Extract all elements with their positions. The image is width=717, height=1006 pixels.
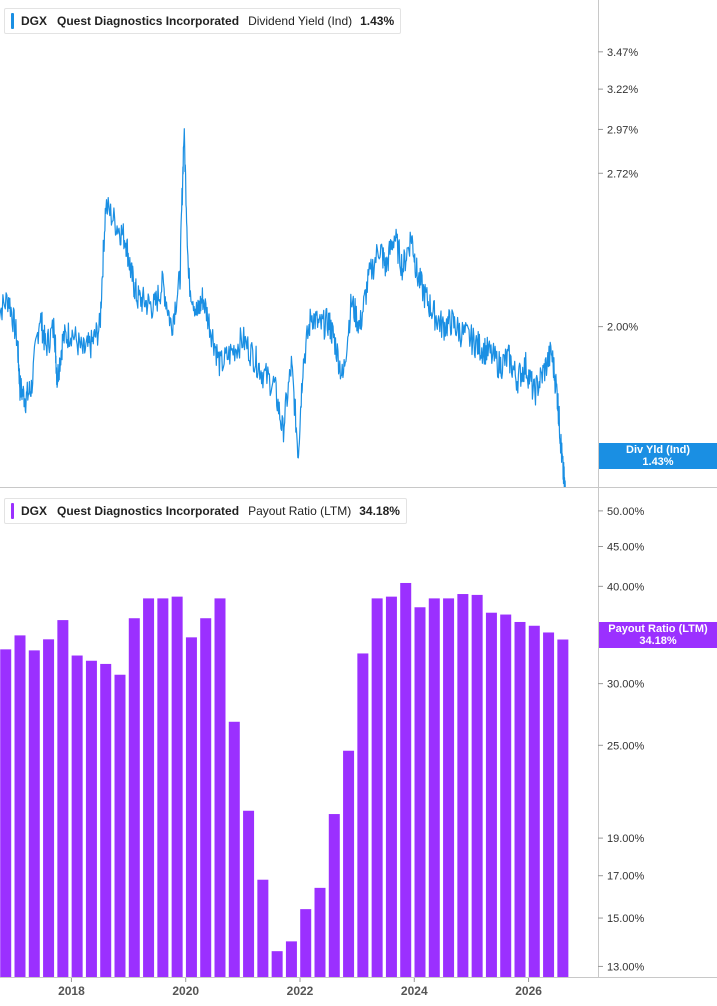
payout-ratio-legend[interactable]: DGX Quest Diagnostics Incorporated Payou… [4,498,407,524]
payout-ratio-bar [372,598,383,977]
metric-value: 1.43% [360,14,394,28]
x-tick-label: 2024 [401,984,428,998]
payout-ratio-bar [500,615,511,977]
payout-ratio-bar [186,637,197,977]
payout-ratio-value-flag: Payout Ratio (LTM) 34.18% [599,622,717,648]
dividend-yield-line [0,129,566,487]
payout-ratio-bar [115,675,126,977]
payout-ratio-bar [429,598,440,977]
y-tick-label: 40.00% [607,581,645,593]
payout-ratio-bar [243,811,254,977]
dividend-yield-chart: 3.47% 3.22% 2.97% 2.72% 2.00% [0,0,717,487]
payout-ratio-bar [329,814,340,977]
payout-ratio-bar [172,597,183,977]
payout-ratio-bar [229,722,240,977]
payout-ratio-bar [200,618,211,977]
flag-label: Payout Ratio (LTM) [599,623,717,635]
payout-ratio-bar [529,626,540,977]
payout-ratio-bar [357,653,368,977]
payout-ratio-bar [15,635,26,977]
flag-value: 1.43% [599,456,717,468]
metric-name: Dividend Yield (Ind) [248,14,352,28]
y-tick-label: 15.00% [607,913,645,925]
payout-ratio-bar [72,656,83,977]
y-tick-label: 2.72% [607,168,638,180]
payout-ratio-bar [315,888,326,977]
dividend-yield-legend[interactable]: DGX Quest Diagnostics Incorporated Divid… [4,8,401,34]
time-axis-svg: 2018 2020 2022 2024 2026 [0,978,717,1006]
payout-ratio-panel: 50.00% 45.00% 40.00% 30.00% 25.00% 19.00% 17.0… [0,487,717,978]
payout-ratio-bar [457,594,468,977]
payout-ratio-bar [272,951,283,977]
y-tick-label: 17.00% [607,871,645,883]
x-tick-label: 2022 [287,984,314,998]
payout-ratio-bar [543,632,554,977]
payout-ratio-bar [343,751,354,977]
payout-ratio-bar [557,640,568,977]
payout-ratio-bar [443,598,454,977]
ticker-label: DGX [21,504,47,518]
company-name: Quest Diagnostics Incorporated [57,14,239,28]
payout-ratio-bar [0,649,11,977]
payout-ratio-bar [129,618,140,977]
payout-ratio-bar [257,880,268,977]
payout-ratio-bar [400,583,411,977]
payout-ratio-bar [157,598,168,977]
y-tick-label: 2.97% [607,124,638,136]
metric-value: 34.18% [359,504,400,518]
x-tick-label: 2018 [58,984,85,998]
dividend-yield-panel: 3.47% 3.22% 2.97% 2.72% 2.00% DGX Quest Diag… [0,0,717,487]
payout-ratio-bar [386,597,397,977]
x-tick-label: 2020 [172,984,199,998]
payout-ratio-bar [286,941,297,977]
y-tick-label: 3.22% [607,84,638,96]
payout-ratio-bar [86,661,97,977]
company-name: Quest Diagnostics Incorporated [57,504,239,518]
dividend-yield-value-flag: Div Yld (Ind) 1.43% [599,443,717,469]
payout-ratio-bar [43,639,54,977]
payout-ratio-chart: 50.00% 45.00% 40.00% 30.00% 25.00% 19.00% 17.0… [0,488,717,978]
y-tick-label: 3.47% [607,47,638,59]
y-tick-label: 13.00% [607,961,645,973]
y-tick-label: 25.00% [607,740,645,752]
y-tick-label: 45.00% [607,542,645,554]
x-tick-label: 2026 [515,984,542,998]
payout-ratio-bar [215,598,226,977]
flag-label: Div Yld (Ind) [599,444,717,456]
y-tick-label: 19.00% [607,833,645,845]
y-tick-label: 50.00% [607,506,645,518]
series-color-swatch [11,503,14,519]
y-tick-label: 30.00% [607,679,645,691]
flag-value: 34.18% [599,635,717,647]
payout-ratio-bar [515,622,526,977]
payout-ratio-bar [29,650,40,977]
payout-ratio-bar [143,598,154,977]
time-axis: 2018 2020 2022 2024 2026 [0,977,717,1006]
payout-ratio-bar [300,909,311,977]
payout-ratio-bar [57,620,68,977]
payout-ratio-bar [472,595,483,977]
payout-ratio-bar [486,613,497,977]
y-tick-label: 2.00% [607,322,638,334]
series-color-swatch [11,13,14,29]
payout-ratio-bar [415,607,426,977]
ticker-label: DGX [21,14,47,28]
metric-name: Payout Ratio (LTM) [248,504,351,518]
payout-ratio-bar [100,664,111,977]
